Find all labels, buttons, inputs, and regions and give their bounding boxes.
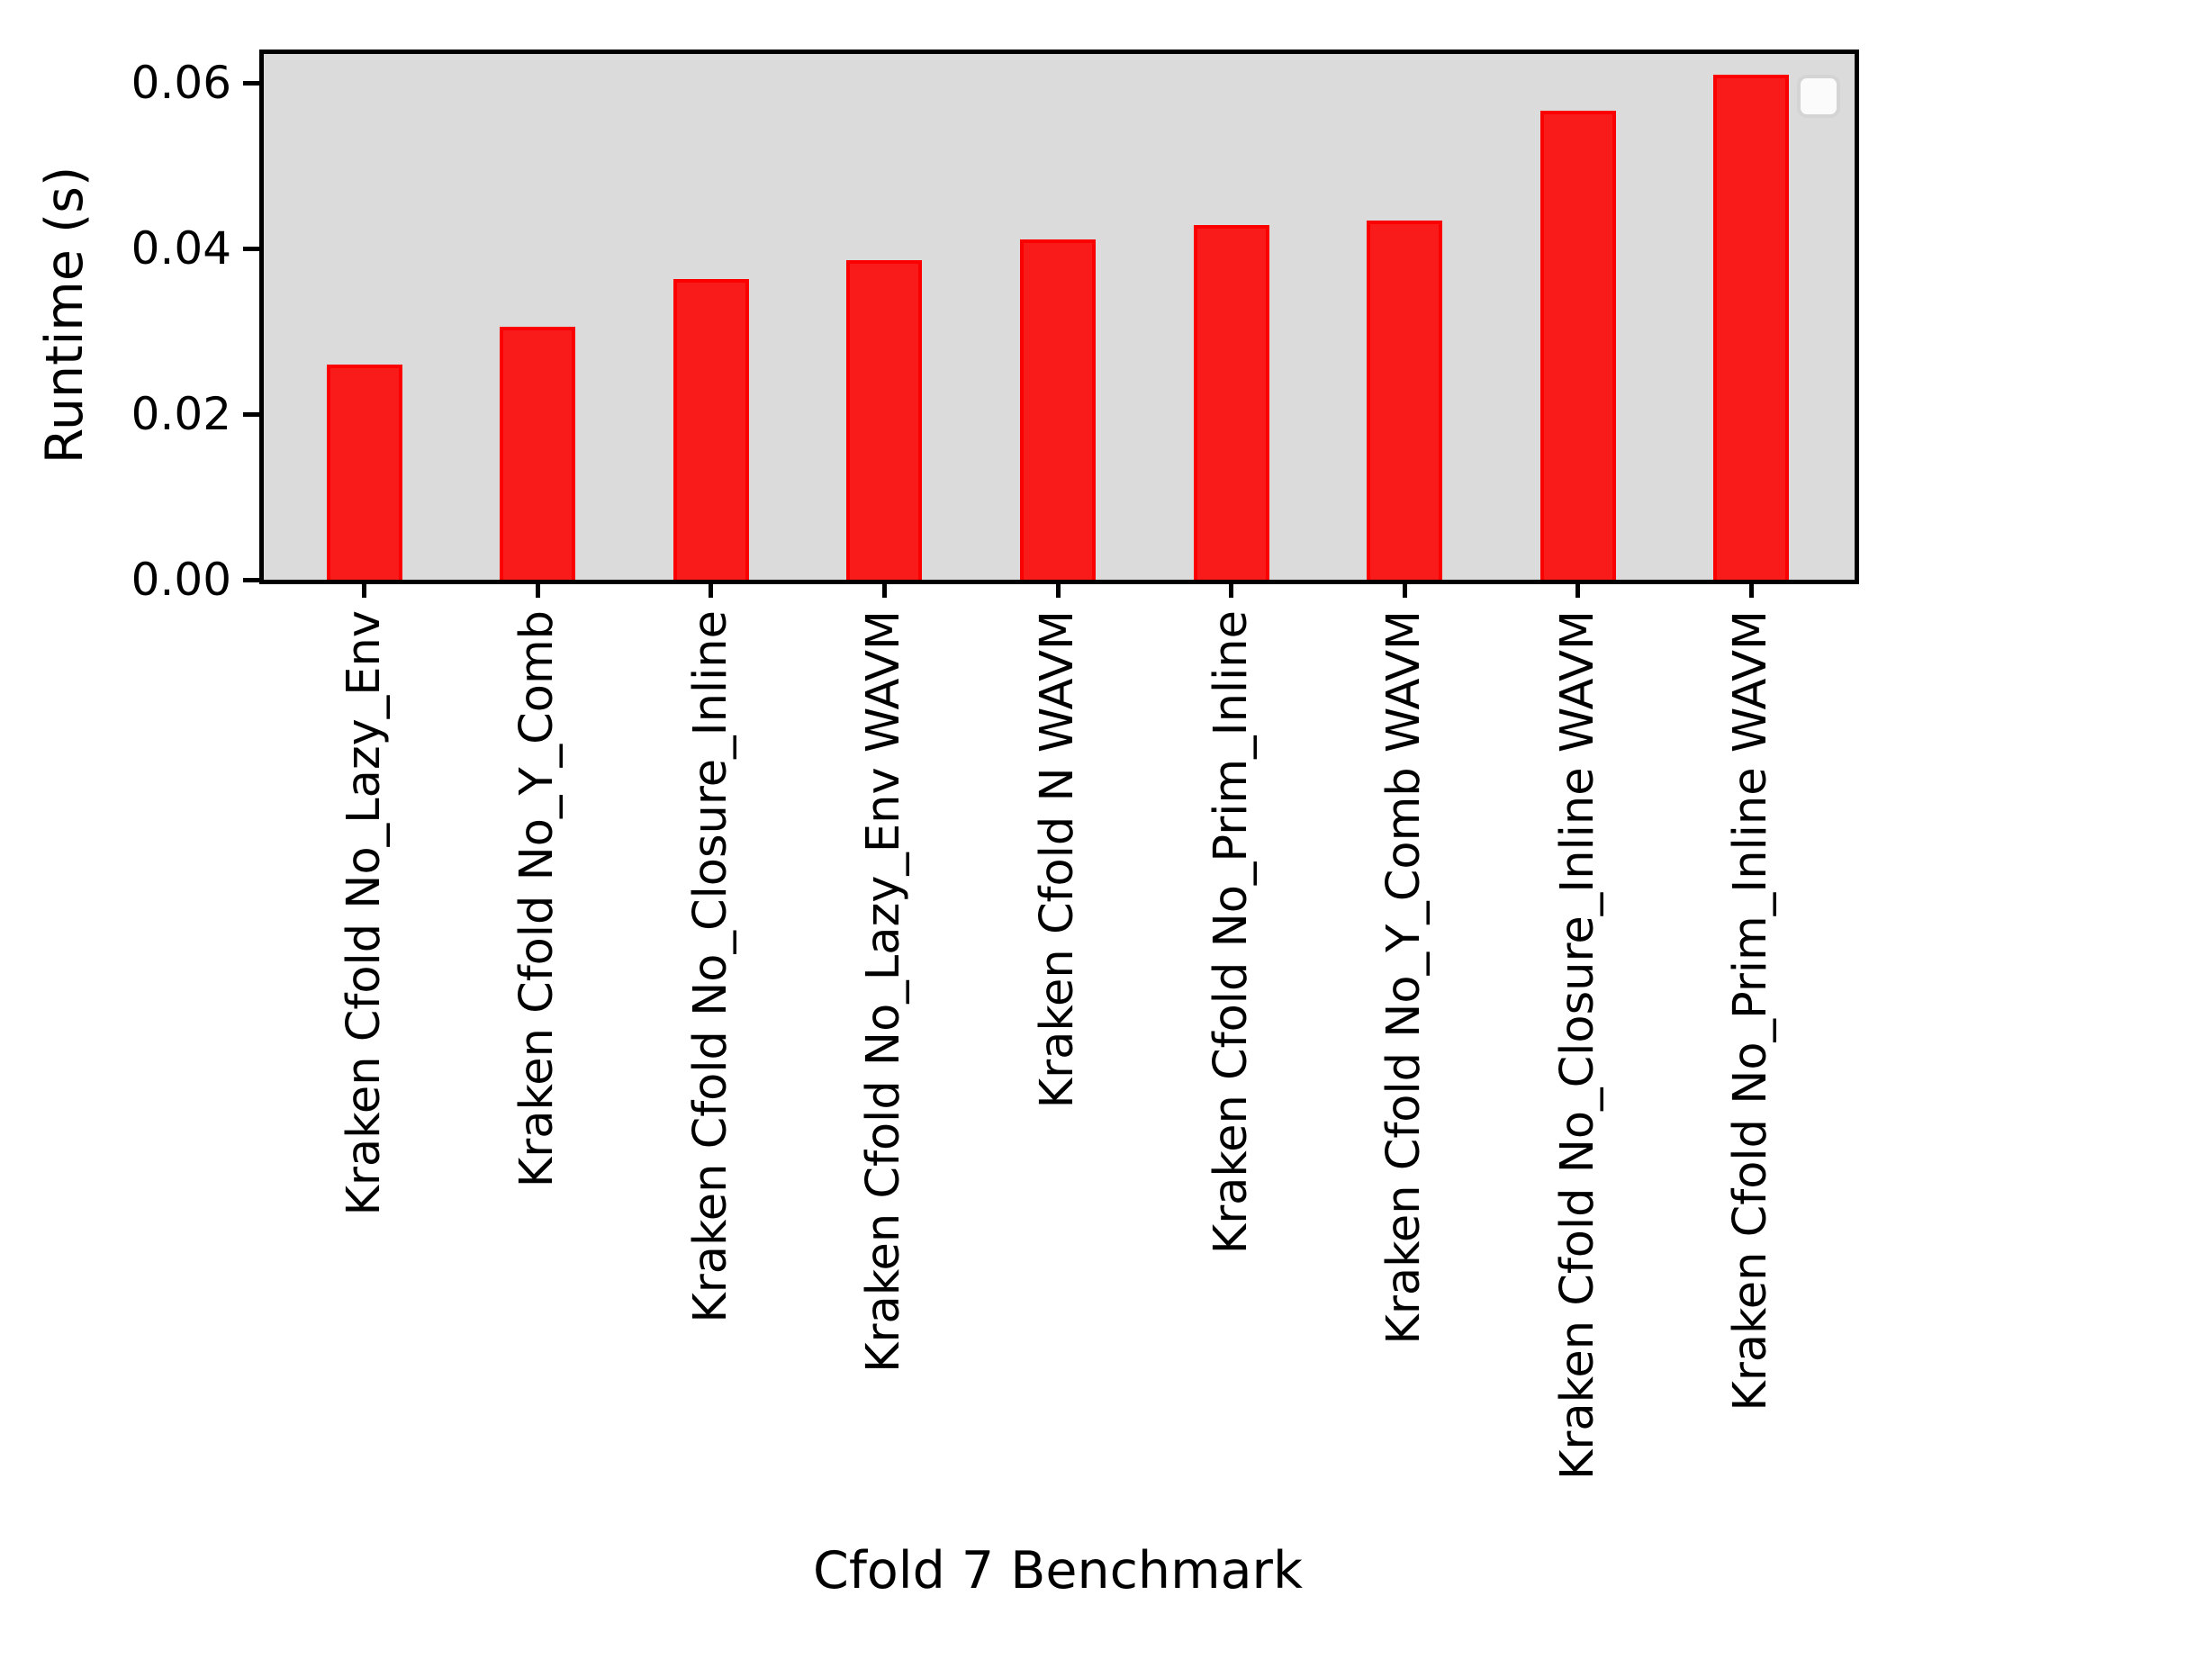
x-tick-mark [1229, 582, 1234, 598]
x-tick-label: Kraken Cfold No_Y_Comb WAVM [1377, 610, 1431, 1345]
x-tick-label: Kraken Cfold No_Lazy_Env [337, 610, 391, 1216]
y-tick-mark [243, 246, 259, 251]
y-tick-label: 0.04 [131, 222, 231, 275]
y-tick-mark [243, 80, 259, 86]
bar [673, 279, 749, 580]
x-tick-mark [362, 582, 367, 598]
bar [1539, 111, 1616, 580]
x-tick-mark [881, 582, 887, 598]
x-tick-mark [535, 582, 540, 598]
x-tick-mark [1402, 582, 1407, 598]
y-axis-label: Runtime (s) [35, 167, 95, 464]
x-tick-label: Kraken Cfold N WAVM [1031, 610, 1084, 1109]
bar [1367, 221, 1443, 580]
y-tick-mark [243, 411, 259, 417]
x-axis-label-text: Cfold 7 Benchmark [813, 1541, 1303, 1600]
x-axis-label: Cfold 7 Benchmark [813, 1541, 1303, 1600]
x-tick-mark [1055, 582, 1061, 598]
bar [846, 260, 923, 580]
y-axis-label-text: Runtime (s) [35, 166, 95, 464]
x-tick-label: Kraken Cfold No_Lazy_Env WAVM [857, 610, 911, 1373]
bar [1193, 225, 1269, 580]
x-tick-label: Kraken Cfold No_Y_Comb [510, 610, 564, 1188]
y-tick-mark [243, 577, 259, 582]
bar [500, 327, 576, 580]
y-tick-label: 0.02 [131, 388, 231, 440]
x-tick-mark [709, 582, 714, 598]
bar [326, 365, 402, 580]
x-tick-label: Kraken Cfold No_Prim_Inline WAVM [1724, 610, 1778, 1411]
legend-box [1797, 75, 1840, 118]
bar [1713, 75, 1790, 580]
y-tick-label: 0.00 [131, 554, 231, 606]
x-tick-mark [1748, 582, 1754, 598]
x-tick-label: Kraken Cfold No_Closure_Inline [683, 610, 737, 1323]
plot-area [259, 50, 1859, 584]
x-tick-label: Kraken Cfold No_Prim_Inline [1204, 610, 1258, 1255]
bar [1020, 239, 1096, 580]
y-tick-label: 0.06 [131, 57, 231, 109]
x-tick-mark [1575, 582, 1581, 598]
x-tick-label: Kraken Cfold No_Closure_Inline WAVM [1550, 610, 1604, 1481]
